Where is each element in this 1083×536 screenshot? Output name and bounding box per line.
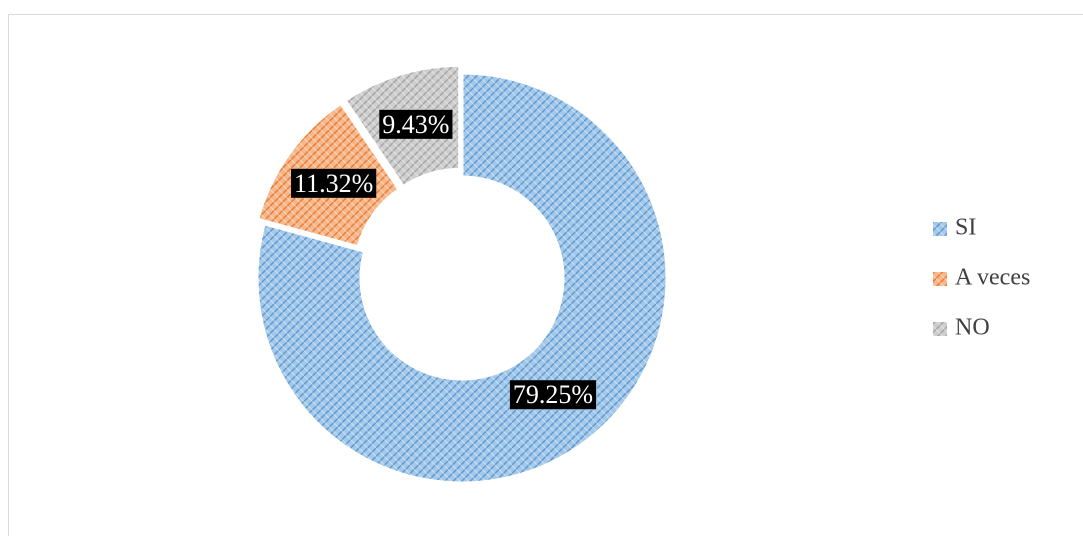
legend-swatch bbox=[933, 222, 947, 236]
data-label: 11.32% bbox=[294, 169, 373, 198]
data-label-box bbox=[379, 109, 453, 139]
legend-swatch bbox=[933, 272, 947, 286]
data-label: 79.25% bbox=[513, 380, 593, 409]
legend-label: A veces bbox=[955, 265, 1030, 291]
data-label-box bbox=[509, 380, 597, 410]
data-label: 9.43% bbox=[382, 110, 449, 139]
legend-swatch bbox=[933, 322, 947, 336]
data-label-box bbox=[291, 168, 377, 198]
legend-label: NO bbox=[955, 315, 990, 341]
legend-label: SI bbox=[955, 215, 976, 241]
